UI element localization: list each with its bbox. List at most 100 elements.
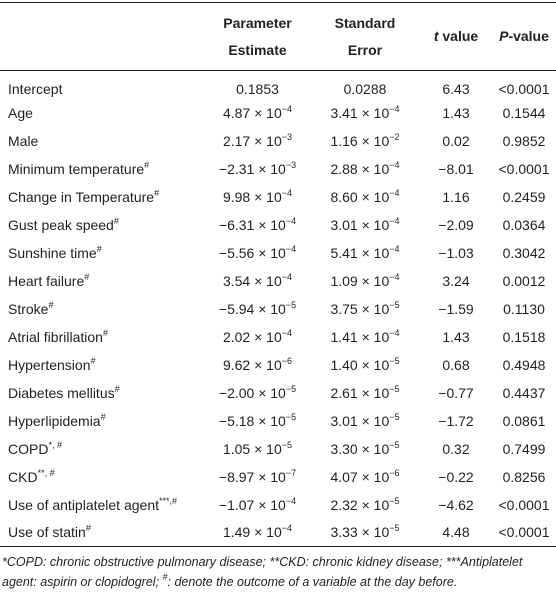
label-superscript: #	[113, 215, 119, 226]
table-cell: 1.41 × 10−4	[310, 323, 420, 351]
row-label: Change in Temperature#	[0, 183, 205, 211]
row-label: Sunshine time#	[0, 239, 205, 267]
table-cell: 0.2459	[492, 183, 556, 211]
table-cell: −5.18 × 10−5	[205, 407, 310, 435]
table-body: Intercept 0.1853 0.0288 6.43 <0.0001 Age 4.87 …	[0, 71, 556, 547]
row-label: Age	[0, 99, 205, 127]
label-superscript: #	[48, 299, 54, 310]
footnote-text: : denote the outcome of a variable at th…	[167, 575, 458, 589]
table-cell: −1.72	[420, 407, 492, 435]
table-cell: 9.98 × 10−4	[205, 183, 310, 211]
table-cell: 0.1130	[492, 295, 556, 323]
row-label: Male	[0, 127, 205, 155]
cell-text: 0.0288	[343, 80, 387, 97]
table-row: Heart failure# 3.54 × 10−4 1.09 × 10−4 3.24…	[0, 267, 556, 295]
cell-exponent: −6	[389, 467, 400, 478]
label-superscript: #	[154, 187, 160, 198]
cell-text: 0.8256	[502, 468, 546, 485]
cell-base: −5.94 × 10	[218, 300, 286, 317]
label-text: Use of antiplatelet agent	[8, 496, 159, 513]
table-cell: 0.0288	[310, 71, 420, 99]
cell-base: 2.88 × 10	[330, 160, 390, 177]
label-text: Gust peak speed	[8, 216, 114, 233]
cell-text: 1.16	[442, 188, 470, 205]
cell-text: <0.0001	[498, 524, 550, 541]
cell-text: 0.1130	[503, 300, 545, 317]
table-cell: 0.9852	[492, 127, 556, 155]
table-cell: 4.48	[420, 519, 492, 547]
label-superscript: ***,#	[159, 495, 178, 506]
cell-base: −8.97 × 10	[218, 468, 286, 485]
table-cell: 0.8256	[492, 463, 556, 491]
table-cell: 0.1518	[492, 323, 556, 351]
cell-text: <0.0001	[498, 160, 550, 177]
table: Parameter Estimate Standard Error t value P-v…	[0, 2, 556, 547]
table-cell: 9.62 × 10−6	[205, 351, 310, 379]
cell-base: 5.41 × 10	[330, 244, 390, 261]
label-superscript: #	[85, 523, 91, 534]
row-label: Intercept	[0, 71, 205, 99]
cell-text: 0.68	[442, 356, 470, 373]
cell-base: 4.87 × 10	[222, 104, 282, 121]
cell-base: 3.01 × 10	[330, 216, 390, 233]
label-superscript: *, #	[48, 439, 62, 450]
cell-base: −6.31 × 10	[218, 216, 286, 233]
cell-text: 1.43	[442, 104, 470, 121]
table-cell: −8.01	[420, 155, 492, 183]
label-text: Diabetes mellitus	[8, 384, 115, 401]
cell-base: 1.40 × 10	[330, 356, 390, 373]
cell-exponent: −4	[389, 187, 400, 198]
table-row: Hypertension# 9.62 × 10−6 1.40 × 10−5 0.68 0…	[0, 351, 556, 379]
table-cell: 3.54 × 10−4	[205, 267, 310, 295]
cell-base: −5.18 × 10	[218, 412, 286, 429]
cell-text: −1.59	[438, 300, 474, 317]
cell-text: 0.32	[442, 440, 470, 457]
cell-base: −2.00 × 10	[218, 384, 286, 401]
table-cell: 0.0012	[492, 267, 556, 295]
cell-base: −1.07 × 10	[218, 496, 286, 513]
header-italic: t	[433, 28, 439, 44]
table-cell: 3.41 × 10−4	[310, 99, 420, 127]
table-cell: −0.22	[420, 463, 492, 491]
table-cell: 3.01 × 10−5	[310, 407, 420, 435]
label-text: Hyperlipidemia	[8, 412, 101, 429]
table-cell: 5.41 × 10−4	[310, 239, 420, 267]
footnote-superscript: #	[162, 572, 168, 582]
label-superscript: #	[100, 411, 106, 422]
header-cell	[0, 3, 205, 71]
cell-text: −4.62	[438, 496, 474, 513]
cell-exponent: −4	[389, 327, 400, 338]
header-text: Parameter	[223, 14, 292, 31]
table-cell: 1.43	[420, 99, 492, 127]
table-cell: 0.4948	[492, 351, 556, 379]
label-text: Age	[8, 104, 33, 121]
table-cell: 1.43	[420, 323, 492, 351]
table-row: Change in Temperature# 9.98 × 10−4 8.60 × …	[0, 183, 556, 211]
table-cell: 2.02 × 10−4	[205, 323, 310, 351]
row-label: Stroke#	[0, 295, 205, 323]
cell-base: 2.61 × 10	[330, 384, 390, 401]
label-superscript: #	[144, 159, 150, 170]
row-label: CKD**, #	[0, 463, 205, 491]
table-header: Parameter Estimate Standard Error t value P-v…	[0, 2, 556, 71]
cell-exponent: −5	[285, 411, 297, 422]
cell-text: 0.3042	[502, 244, 546, 261]
table-cell: 1.49 × 10−4	[205, 519, 310, 547]
cell-exponent: −2	[389, 131, 400, 142]
table-cell: −1.03	[420, 239, 492, 267]
cell-text: −0.22	[438, 468, 474, 485]
cell-exponent: −4	[281, 271, 293, 282]
table-row: Minimum temperature# −2.31 × 10−3 2.88 × 1…	[0, 155, 556, 183]
cell-base: 9.62 × 10	[222, 356, 282, 373]
table-cell: −6.31 × 10−4	[205, 211, 310, 239]
header-cell: Standard Error	[310, 3, 420, 71]
cell-base: 1.41 × 10	[330, 328, 390, 345]
cell-base: 4.07 × 10	[330, 468, 390, 485]
row-label: COPD*, #	[0, 435, 205, 463]
cell-exponent: −4	[281, 103, 293, 114]
cell-base: 1.49 × 10	[222, 524, 282, 541]
cell-text: 0.9852	[502, 132, 546, 149]
table-cell: 2.88 × 10−4	[310, 155, 420, 183]
label-text: Use of statin	[8, 524, 86, 541]
